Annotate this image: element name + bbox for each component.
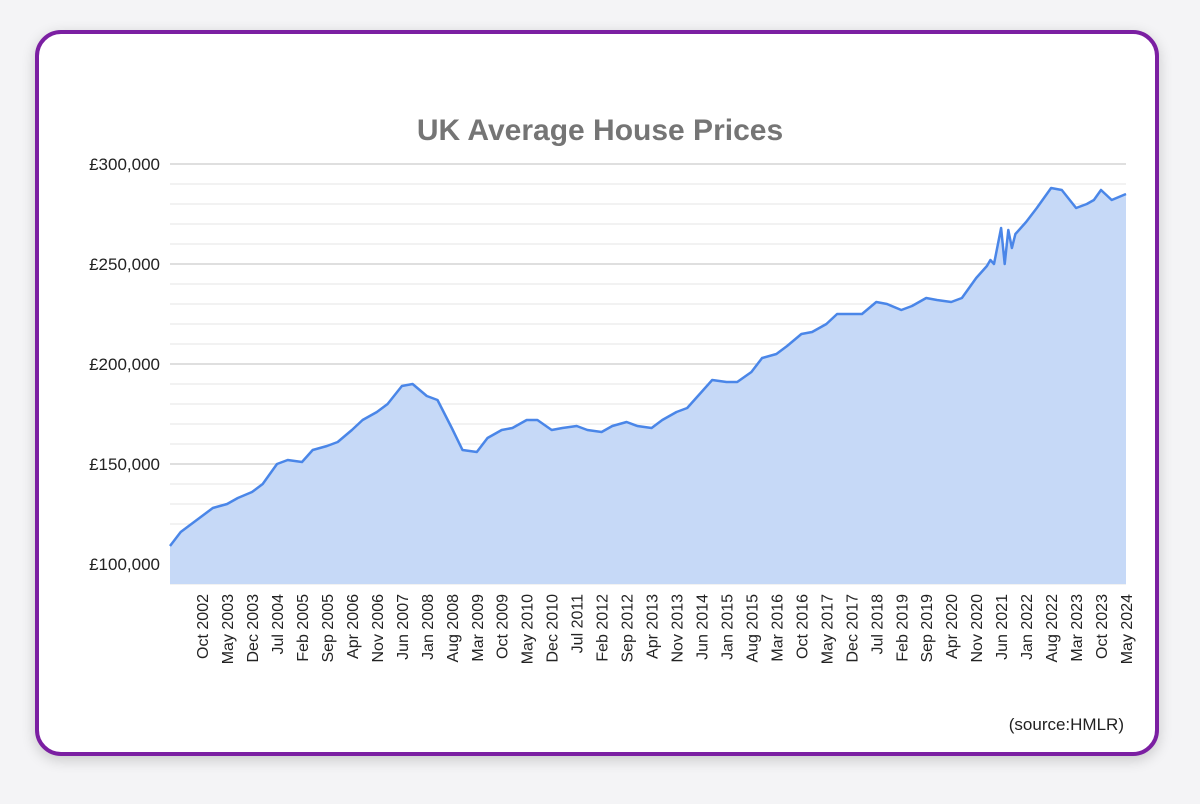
area-layer [169,186,1127,584]
x-tick-label: Jul 2011 [570,594,587,653]
x-tick-label: Apr 2020 [944,594,961,659]
x-tick-label: Jun 2014 [695,594,712,660]
x-tick-label: Nov 2006 [370,594,387,663]
x-tick-label: May 2010 [520,594,537,664]
x-tick-label: Jan 2015 [720,594,737,660]
x-tick-label: Jan 2008 [420,594,437,660]
x-tick-label: Mar 2016 [769,594,786,662]
y-tick-label: £100,000 [89,555,160,574]
x-tick-label: Jul 2004 [270,594,287,655]
x-tick-label: Aug 2015 [744,594,761,663]
x-tick-label: Sep 2019 [919,594,936,663]
x-tick-label: May 2003 [220,594,237,664]
x-tick-label: Dec 2003 [245,594,262,663]
series-area [170,188,1126,584]
x-tick-label: Apr 2013 [645,594,662,659]
x-tick-label: Sep 2005 [320,594,337,663]
y-tick-label: £250,000 [89,255,160,274]
x-tick-label: Aug 2022 [1044,594,1061,663]
x-tick-label: Aug 2008 [445,594,462,663]
x-tick-label: Jan 2022 [1019,594,1036,660]
x-tick-label: Jun 2021 [994,594,1011,660]
x-axis: Oct 2002 May 2003 Dec 2003 Jul 2004 Feb 2005… [195,594,1136,664]
x-tick-label: Apr 2006 [345,594,362,659]
x-tick-label: Feb 2012 [595,594,612,662]
x-tick-label: Oct 2009 [495,594,512,659]
x-tick-label: Feb 2005 [295,594,312,662]
x-tick-label: Nov 2020 [969,594,986,663]
x-tick-label: Dec 2010 [545,594,562,663]
x-tick-label: Jun 2007 [395,594,412,660]
source-note: (source:HMLR) [1009,715,1124,734]
x-tick-label: Mar 2009 [470,594,487,662]
series-line [169,186,1127,547]
y-tick-label: £200,000 [89,355,160,374]
x-tick-label: Feb 2019 [894,594,911,662]
x-tick-label: Oct 2023 [1094,594,1111,659]
x-tick-label: Oct 2002 [195,594,212,659]
x-tick-label: Sep 2012 [620,594,637,663]
x-tick-label: Mar 2023 [1069,594,1086,662]
y-axis: £100,000 £150,000 £200,000 £250,000 £300,000 [89,155,160,574]
x-tick-label: Jul 2018 [869,594,886,655]
x-tick-label: Nov 2013 [670,594,687,663]
x-tick-label: Oct 2016 [794,594,811,659]
y-tick-label: £150,000 [89,455,160,474]
x-tick-label: May 2024 [1119,594,1136,664]
y-tick-label: £300,000 [89,155,160,174]
x-tick-label: Dec 2017 [844,594,861,663]
x-tick-label: May 2017 [819,594,836,664]
chart-title: UK Average House Prices [417,114,783,147]
